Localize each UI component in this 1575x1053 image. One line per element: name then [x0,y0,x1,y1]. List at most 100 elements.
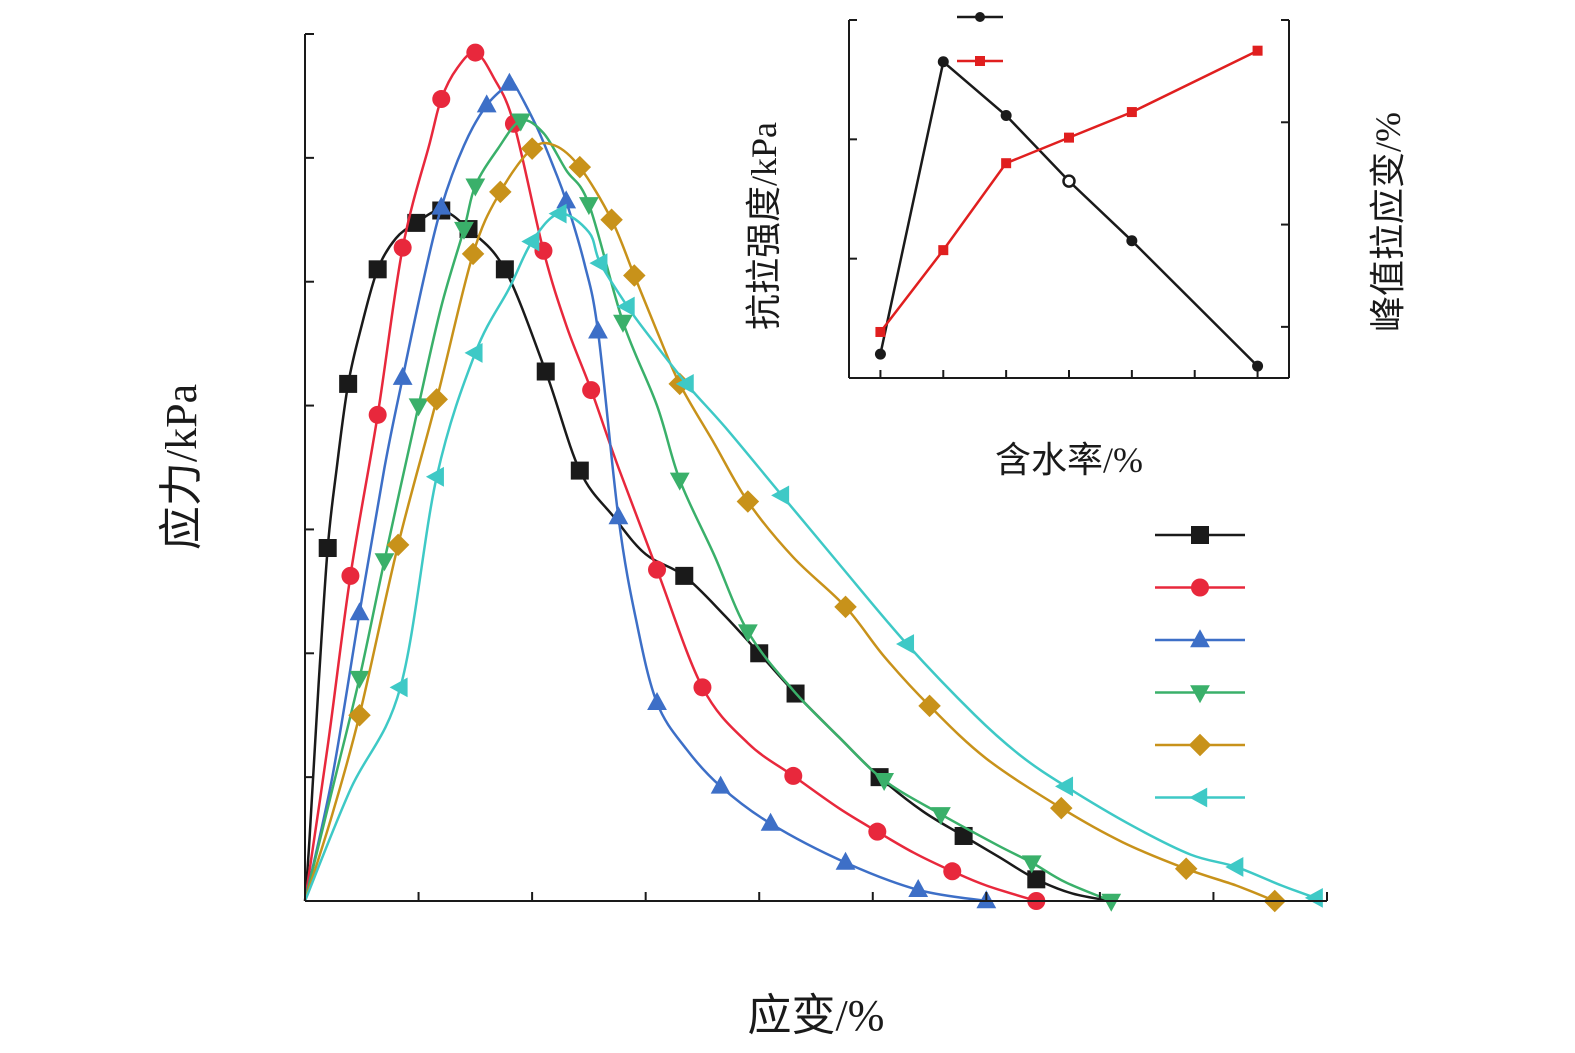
main-data-point-21pct [408,398,429,417]
inset-data-point [1126,107,1137,118]
main-data-point-22pct [600,208,623,232]
main-data-point-18pct [407,213,426,232]
main-data-point-20pct [499,72,520,91]
main-data-point-22pct [623,264,646,287]
main-data-point-19pct [784,766,803,785]
main-data-point-20pct [349,602,370,621]
main-data-point-21pct [931,807,951,826]
inset-series-layer [874,45,1264,372]
main-data-point-19pct [393,238,412,257]
main-series-line-18pct [303,209,1112,903]
main-y-axis-title: 应力/kPa [157,384,206,550]
main-data-point-24pct [521,231,540,252]
main-data-point-22pct [1174,857,1198,881]
inset-background [849,20,1289,378]
main-data-point-20pct [392,366,413,385]
inset-x-axis-title: 含水率/% [995,440,1143,480]
main-legend-marker [1191,578,1209,597]
main-data-point-22pct [568,155,592,179]
main-data-point-19pct [341,566,360,585]
main-data-point-22pct [386,533,410,557]
main-data-point-19pct [432,90,451,109]
inset-legend-marker [975,56,985,66]
main-data-point-24pct [425,466,444,487]
inset-data-point [1000,109,1012,121]
main-data-point-18pct [339,374,358,393]
main-data-point-24pct [548,203,567,224]
main-data-point-24pct [1225,857,1244,877]
main-data-point-21pct [510,113,531,132]
main-data-point-21pct [349,670,370,689]
main-data-point-24pct [1055,776,1074,797]
main-x-axis-title: 应变/% [748,991,885,1040]
inset-chart: 含水率/% 抗拉强度/kPa 峰值拉应变/% [744,12,1408,480]
inset-data-point [874,348,886,360]
main-data-point-22pct [520,137,544,160]
main-data-point-21pct [613,314,633,333]
main-data-point-19pct [868,822,887,841]
main-y-ticks [305,33,314,779]
main-data-point-20pct [476,94,497,113]
main-data-point-24pct [616,296,635,317]
main-data-point-24pct [464,343,483,363]
inset-data-point [1001,158,1012,169]
main-data-point-18pct [318,539,337,558]
main-data-point-22pct [461,242,485,266]
main-legend-marker [1191,526,1209,544]
inset-data-point [938,245,949,256]
main-data-point-20pct [760,812,781,831]
main-series-line-21pct [303,118,1112,903]
main-data-point-21pct [465,178,486,197]
inset-ticks [849,19,1289,379]
inset-data-point [937,56,949,68]
main-data-point-20pct [908,879,929,898]
main-data-point-21pct [578,197,599,216]
main-data-point-20pct [588,320,608,339]
main-data-point-18pct [750,644,769,663]
main-data-point-20pct [556,190,577,209]
main-data-point-22pct [1050,796,1073,820]
main-data-point-19pct [648,560,667,579]
main-data-point-19pct [466,43,485,62]
main-data-point-24pct [389,677,408,698]
main-series-line-20pct [303,78,987,903]
main-x-ticks [304,892,1328,901]
main-data-point-21pct [874,773,895,792]
main-data-point-22pct [918,694,941,718]
main-data-point-19pct [368,405,387,424]
main-data-point-20pct [608,506,629,525]
main-data-point-22pct [348,703,371,727]
inset-data-point [1252,360,1264,372]
main-data-point-21pct [374,553,395,572]
inset-legend [957,12,1003,66]
main-legend-marker [1190,685,1210,704]
main-data-point-22pct [834,595,857,619]
main-data-point-20pct [710,775,731,794]
inset-data-point [1126,235,1138,247]
main-data-point-18pct [495,260,514,279]
main-data-point-24pct [896,634,915,654]
main-data-point-24pct [771,485,790,506]
inset-series-line-tensile-strength [879,59,1259,367]
inset-data-point [1252,45,1263,56]
main-series-line-22pct [303,141,1276,903]
main-legend-marker [1189,787,1208,808]
main-data-point-18pct [570,461,589,480]
inset-legend-marker [975,12,985,22]
main-data-point-24pct [1304,888,1323,908]
main-data-point-20pct [647,692,667,711]
main-data-point-21pct [1021,855,1042,874]
main-data-point-22pct [736,490,760,513]
main-data-point-18pct [675,566,694,585]
main-data-point-18pct [368,260,387,279]
main-data-point-21pct [1101,893,1122,912]
main-data-point-18pct [536,362,555,381]
inset-series-line-peak-strain [879,49,1259,333]
main-data-point-19pct [943,862,962,881]
main-series-line-24pct [303,212,1317,902]
main-data-point-22pct [489,180,512,204]
main-data-point-21pct [454,221,474,240]
main-data-point-18pct [1027,870,1046,889]
main-legend [1155,526,1245,808]
